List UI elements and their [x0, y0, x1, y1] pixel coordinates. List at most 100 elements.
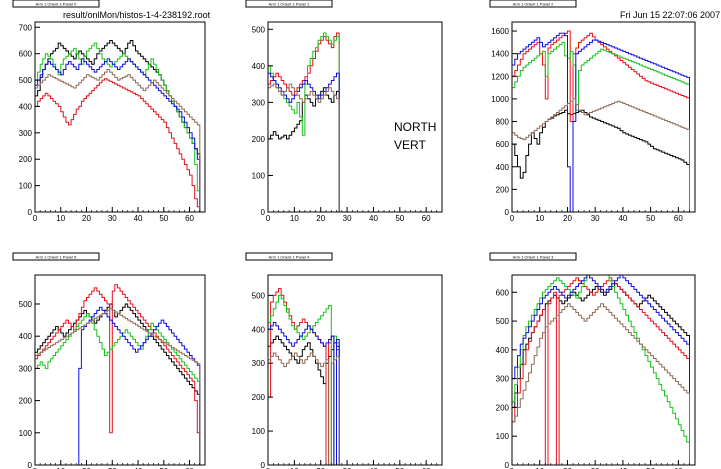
x-tick-label: 50 — [395, 467, 404, 469]
x-tick-label: 40 — [618, 214, 627, 223]
x-tick-label: 0 — [510, 214, 515, 223]
x-tick-label: 60 — [185, 467, 194, 469]
y-tick-label: 300 — [19, 364, 33, 373]
x-tick-label: 30 — [343, 467, 352, 469]
series-black — [34, 40, 201, 212]
panel-title-box — [12, 0, 100, 8]
histogram-panel-0: Arm 1 Orient 1 Panel 00 10 20 30 40 50 6001002… — [12, 0, 206, 223]
x-tick-label: 40 — [369, 467, 378, 469]
histogram-panel-2: Arm 1 Orient 1 Panel 20 10 20 30 40 50 6002004… — [489, 0, 696, 223]
series-brown — [511, 98, 690, 212]
plot-frame — [34, 274, 206, 466]
y-tick-label: 1200 — [491, 72, 509, 81]
plot-frame — [267, 21, 443, 213]
x-tick-label: 0 — [266, 467, 271, 469]
y-tick-label: 200 — [252, 135, 266, 144]
series-green — [267, 294, 340, 466]
histogram-panel-3: Arm 1 Orient 1 Panel 5 0 10 20 30 40 50 60 0 100 2… — [12, 252, 206, 469]
y-tick-label: 800 — [496, 118, 510, 127]
x-tick-label: 10 — [290, 214, 299, 223]
panel-title: Arm 1 Orient 1 Panel 0 — [36, 2, 77, 7]
x-tick-label: 60 — [422, 467, 431, 469]
y-tick-label: 100 — [252, 427, 266, 436]
y-tick-label: 400 — [496, 346, 510, 355]
y-tick-label: 0 — [28, 461, 33, 469]
series-black — [511, 109, 690, 212]
y-tick-label: 100 — [19, 429, 33, 438]
series-brown — [34, 69, 201, 212]
x-tick-label: 10 — [535, 214, 544, 223]
y-tick-label: 400 — [252, 325, 266, 334]
x-tick-label: 30 — [343, 214, 352, 223]
series-blue — [34, 58, 201, 212]
x-tick-label: 40 — [134, 467, 143, 469]
histogram-panel-1: Arm 1 Orient 1 Panel 1 0 10 20 30 40 50 60 0 100 2… — [245, 0, 443, 223]
y-tick-label: 700 — [19, 23, 33, 32]
series-blue — [267, 72, 340, 212]
y-tick-label: 200 — [496, 403, 510, 412]
x-tick-label: 0 — [266, 214, 271, 223]
y-tick-label: 500 — [19, 76, 33, 85]
timestamp-label: Fri Jun 15 22:07:06 2007 — [620, 10, 721, 20]
x-tick-label: 30 — [591, 214, 600, 223]
series-red — [34, 284, 201, 465]
y-tick-label: 0 — [261, 461, 266, 469]
x-tick-label: 20 — [316, 467, 325, 469]
plot-frame — [511, 21, 696, 213]
panel-title-box — [245, 0, 333, 8]
plot-frame — [34, 21, 206, 213]
x-tick-label: 10 — [56, 214, 65, 223]
y-tick-label: 100 — [19, 182, 33, 191]
y-tick-label: 500 — [252, 291, 266, 300]
histogram-panel-5: Arm 1 Orient 1 Panel 3010203040506001002… — [489, 252, 696, 469]
x-tick-label: 50 — [646, 214, 655, 223]
plot-frame — [511, 274, 696, 466]
series-green — [267, 32, 340, 212]
x-tick-label: 20 — [82, 214, 91, 223]
y-tick-label: 100 — [496, 432, 510, 441]
x-tick-label: 50 — [159, 467, 168, 469]
x-tick-label: 60 — [674, 467, 683, 469]
series-brown — [267, 83, 340, 212]
series-green — [34, 313, 201, 465]
y-tick-label: 1600 — [491, 27, 509, 36]
y-tick-label: 600 — [496, 140, 510, 149]
series-blue — [511, 32, 690, 213]
y-tick-label: 300 — [496, 375, 510, 384]
y-tick-label: 400 — [252, 62, 266, 71]
x-tick-label: 60 — [422, 214, 431, 223]
x-tick-label: 60 — [185, 214, 194, 223]
y-tick-label: 300 — [252, 359, 266, 368]
x-tick-label: 0 — [510, 467, 515, 469]
annotation-north: NORTH — [394, 120, 437, 134]
series-brown — [34, 308, 201, 465]
series-red — [34, 78, 201, 212]
y-tick-label: 0 — [28, 208, 33, 217]
y-tick-label: 500 — [496, 317, 510, 326]
panel-title: Arm 1 Orient 1 Panel 4 — [269, 255, 310, 260]
y-tick-label: 300 — [19, 129, 33, 138]
x-tick-label: 30 — [108, 214, 117, 223]
x-tick-label: 20 — [316, 214, 325, 223]
series-blue — [267, 322, 340, 466]
series-green — [34, 42, 201, 212]
x-tick-label: 10 — [535, 467, 544, 469]
y-tick-label: 100 — [252, 171, 266, 180]
x-tick-label: 20 — [82, 467, 91, 469]
x-tick-label: 20 — [563, 467, 572, 469]
y-tick-label: 300 — [252, 98, 266, 107]
y-tick-label: 1000 — [491, 95, 509, 104]
x-tick-label: 30 — [591, 467, 600, 469]
y-tick-label: 200 — [19, 155, 33, 164]
y-tick-label: 400 — [496, 163, 510, 172]
y-tick-label: 600 — [19, 50, 33, 59]
x-tick-label: 30 — [108, 467, 117, 469]
y-tick-label: 0 — [505, 208, 510, 217]
series-red — [267, 32, 340, 212]
panel-title-box — [489, 252, 577, 261]
panel-title-box — [245, 252, 333, 261]
series-black — [267, 87, 340, 212]
panel-title: Arm 1 Orient 1 Panel 3 — [513, 255, 554, 260]
series-blue — [511, 274, 690, 465]
